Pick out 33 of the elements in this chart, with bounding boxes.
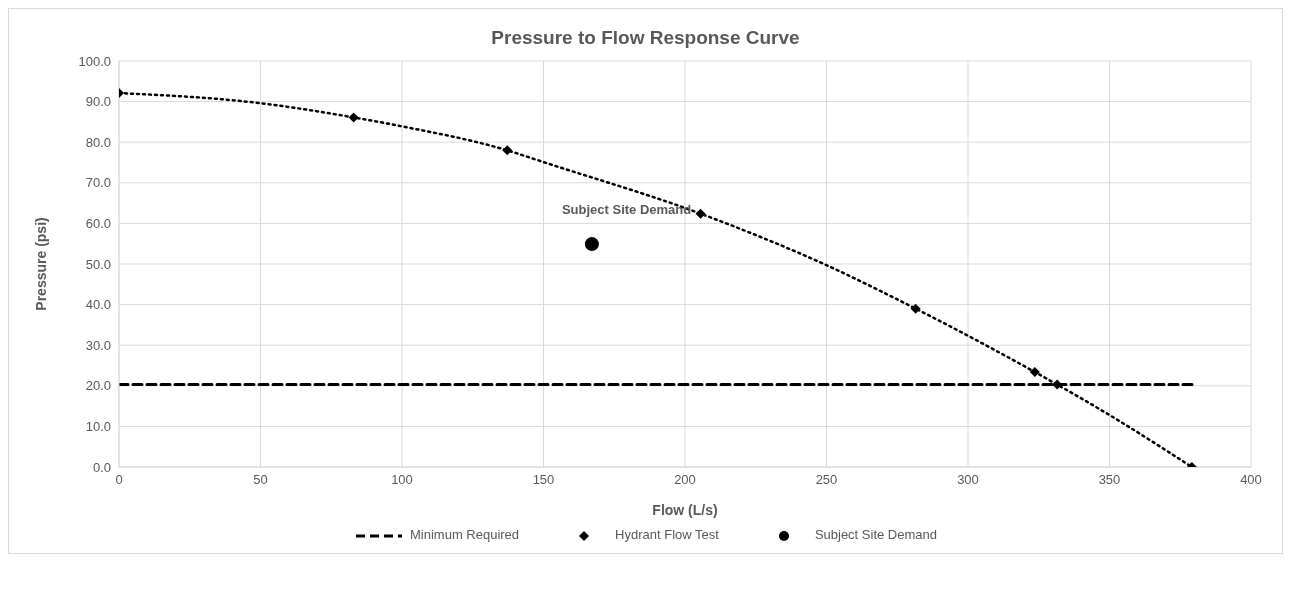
point bbox=[502, 145, 513, 156]
legend-label: Hydrant Flow Test bbox=[614, 527, 719, 543]
x-axis-title: Flow (L/s) bbox=[652, 502, 718, 518]
y-tick-label: 90.0 bbox=[85, 94, 111, 110]
y-tick-label: 10.0 bbox=[85, 419, 111, 435]
x-tick-label: 250 bbox=[815, 472, 838, 488]
chart-title: Pressure to Flow Response Curve bbox=[490, 26, 801, 50]
point bbox=[584, 237, 599, 252]
point bbox=[348, 112, 359, 123]
y-tick-label: 30.0 bbox=[85, 337, 111, 353]
y-tick-label: 70.0 bbox=[85, 175, 111, 191]
y-tick-label: 100.0 bbox=[78, 53, 111, 69]
y-tick-label: 40.0 bbox=[85, 297, 111, 313]
x-tick-label: 300 bbox=[957, 472, 979, 488]
y-axis-title: Pressure (psi) bbox=[32, 217, 49, 311]
point bbox=[910, 303, 921, 314]
legend-label: Minimum Required bbox=[409, 527, 520, 543]
y-tick-label: 60.0 bbox=[85, 216, 111, 232]
legend-label: Subject Site Demand bbox=[813, 527, 937, 543]
x-tick-label: 200 bbox=[674, 472, 696, 488]
y-tick-label: 20.0 bbox=[85, 378, 111, 394]
y-tick-label: 80.0 bbox=[85, 134, 111, 150]
x-tick-label: 0 bbox=[115, 472, 123, 488]
y-tick-label: 0.0 bbox=[92, 459, 111, 475]
annotation: Subject Site Demand bbox=[561, 202, 692, 218]
point bbox=[1029, 367, 1040, 377]
y-tick-label: 50.0 bbox=[85, 256, 111, 272]
x-tick-label: 350 bbox=[1098, 472, 1121, 488]
x-tick-label: 400 bbox=[1240, 472, 1262, 488]
x-tick-label: 150 bbox=[532, 472, 555, 488]
point bbox=[695, 208, 706, 219]
x-tick-label: 100 bbox=[391, 472, 413, 488]
x-tick-label: 50 bbox=[253, 472, 268, 488]
